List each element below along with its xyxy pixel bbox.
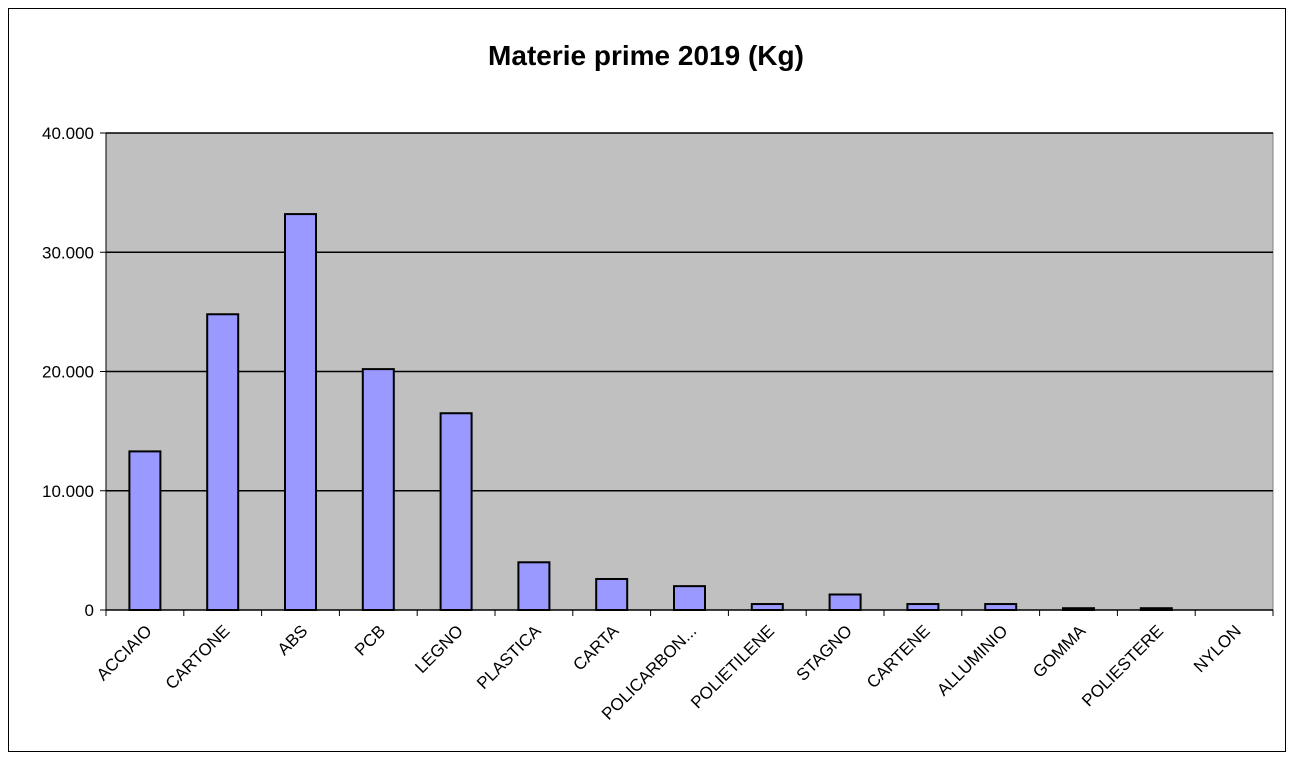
y-tick-label: 10.000: [42, 482, 94, 501]
y-tick-label: 20.000: [42, 363, 94, 382]
bar: [206, 313, 240, 611]
bar: [828, 593, 862, 611]
x-tick-label: ACCIAIO: [93, 621, 156, 684]
x-tick-label: LEGNO: [411, 621, 467, 677]
bar: [128, 450, 162, 611]
x-tick-label: POLIETILENE: [687, 621, 778, 712]
x-tick-label: GOMMA: [1029, 621, 1090, 682]
y-tick-label: 30.000: [42, 243, 94, 262]
bar: [284, 213, 317, 611]
y-tick-label: 40.000: [42, 124, 94, 143]
x-tick-label: ABS: [274, 621, 311, 658]
x-tick-label: PLASTICA: [473, 621, 545, 693]
bar: [673, 585, 706, 612]
x-tick-label: CARTENE: [863, 621, 934, 692]
bar: [595, 577, 629, 611]
chart-title: Materie prime 2019 (Kg): [488, 40, 804, 71]
x-tick-label: CARTA: [569, 621, 623, 675]
x-tick-label: PCB: [351, 621, 389, 659]
bar: [517, 561, 551, 611]
bar: [1139, 607, 1173, 611]
bar: [750, 603, 784, 611]
bar: [906, 603, 940, 611]
bar: [361, 368, 395, 611]
x-tick-label: STAGNO: [793, 621, 856, 684]
bar: [439, 412, 473, 611]
bar: [1062, 607, 1095, 611]
x-tick-label: CARTONE: [162, 621, 234, 693]
x-tick-label: NYLON: [1190, 621, 1245, 676]
bar: [984, 603, 1018, 611]
x-tick-label: POLIESTERE: [1078, 621, 1167, 710]
x-tick-label: ALLUMINIO: [933, 621, 1011, 699]
y-tick-label: 0: [85, 601, 94, 620]
